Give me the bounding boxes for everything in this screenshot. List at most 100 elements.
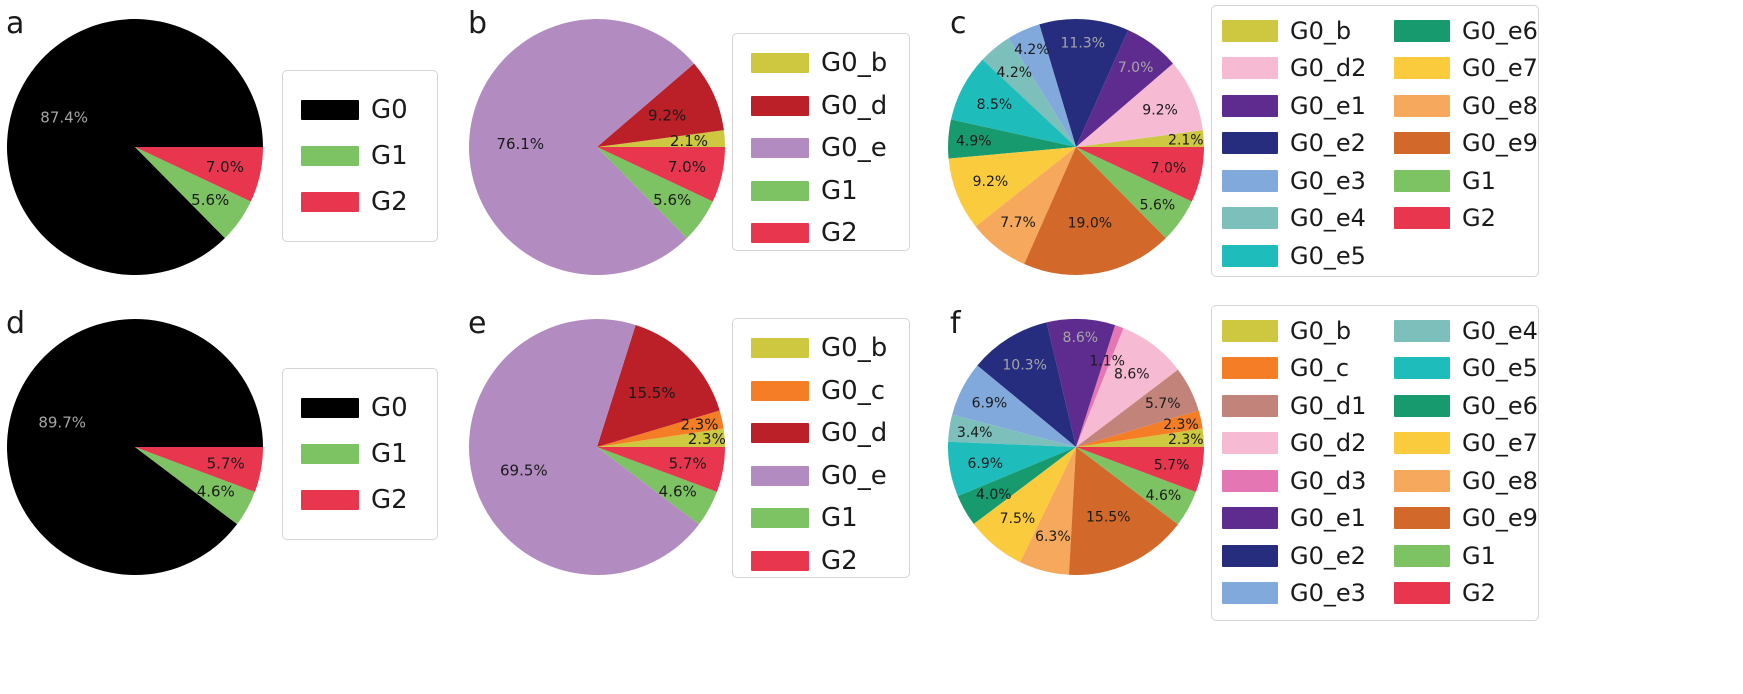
legend-item-g0-d1: G0_d1 — [1222, 387, 1366, 425]
legend-swatch — [1394, 169, 1450, 192]
legend-swatch — [1394, 432, 1450, 455]
pie-slice-g0-e4 — [982, 38, 1076, 148]
legend-label: G0_e9 — [1462, 129, 1538, 158]
pie-label-g0-e7: 7.5% — [1000, 511, 1036, 527]
legend-item-g1: G1 — [301, 133, 408, 179]
legend-label: G0_e4 — [1290, 204, 1366, 233]
pie-label-g0-e7: 9.2% — [973, 174, 1009, 190]
pie-slice-g2 — [597, 447, 725, 492]
pie-slice-g0-e5 — [951, 59, 1076, 147]
legend-swatch — [301, 100, 359, 120]
pie-slice-g2 — [1076, 147, 1204, 202]
legend-label: G0_b — [821, 48, 888, 79]
legend-d: G0 G1 G2 — [282, 368, 438, 540]
pie-label-g2: 5.7% — [669, 454, 707, 472]
legend-label: G1 — [821, 503, 858, 534]
legend-swatch — [751, 53, 809, 74]
pie-slice-g0-e2 — [1039, 18, 1129, 147]
legend-item-g0-e: G0_e — [751, 455, 887, 498]
legend-item-g0-b: G0_b — [751, 327, 887, 370]
panel-letter-a: a — [6, 6, 25, 41]
legend-swatch — [751, 380, 809, 401]
pie-slice-g0-b — [597, 130, 725, 147]
pie-label-g1: 5.6% — [653, 191, 691, 209]
pie-label-g0-e3: 4.2% — [1014, 42, 1050, 58]
legend-swatch — [1222, 544, 1278, 567]
legend-label: G0_e — [821, 460, 887, 491]
legend-item-g0-e8: G0_e8 — [1394, 87, 1538, 125]
legend-label: G0_e6 — [1462, 16, 1538, 45]
legend-column: G0 G1 G2 — [301, 385, 408, 523]
pie-slice-g0-e1 — [1076, 30, 1174, 148]
legend-swatch — [751, 338, 809, 359]
pie-slice-g0-e — [469, 319, 700, 575]
pie-label-g0-d2: 9.2% — [1142, 102, 1178, 118]
legend-swatch — [1394, 394, 1450, 417]
legend-column: G0_e4 G0_e5 G0_e6 G0_e7 G0_e8 G0_e9 G1 G2 — [1394, 312, 1538, 612]
legend-swatch — [1394, 507, 1450, 530]
pie-label-g0-b: 2.3% — [688, 430, 726, 448]
pie-label-g1: 4.6% — [197, 482, 235, 500]
pie-label-g0-e4: 4.2% — [997, 65, 1033, 81]
legend-item-g2: G2 — [1394, 575, 1538, 613]
pie-slice-g0-e5 — [948, 441, 1076, 497]
pie-slice-g0-e3 — [952, 365, 1076, 447]
legend-item-g2: G2 — [301, 477, 408, 523]
legend-label: G2 — [371, 187, 408, 217]
pie-slice-g0-e — [469, 19, 695, 275]
legend-column: G0 G1 G2 — [301, 87, 408, 225]
legend-swatch — [1394, 357, 1450, 380]
pie-label-g2: 7.0% — [1151, 161, 1187, 177]
pie-label-g1: 4.6% — [1146, 488, 1182, 504]
pie-label-g0: 89.7% — [38, 414, 86, 432]
pie-slice-g0-d — [597, 63, 724, 147]
legend-column: G0_b G0_d2 G0_e1 G0_e2 G0_e3 G0_e4 G0_e5 — [1222, 12, 1366, 275]
legend-label: G0_d — [821, 90, 888, 121]
legend-item-g0-e3: G0_e3 — [1222, 575, 1366, 613]
legend-column: G0_e6 G0_e7 G0_e8 G0_e9 G1 G2 — [1394, 12, 1538, 237]
legend-item-g1: G1 — [1394, 537, 1538, 575]
legend-label: G0_e7 — [1462, 429, 1538, 458]
legend-item-g0-e1: G0_e1 — [1222, 500, 1366, 538]
legend-label: G0_b — [821, 333, 888, 364]
legend-column: G0_b G0_c G0_d1 G0_d2 G0_d3 G0_e1 G0_e2 G0_e3 — [1222, 312, 1366, 612]
pie-chart-e: 2.3%2.3%15.5%69.5%4.6%5.7% — [469, 319, 726, 575]
legend-swatch — [1222, 319, 1278, 342]
legend-a: G0 G1 G2 — [282, 70, 438, 242]
legend-b: G0_b G0_d G0_e G1 G2 — [732, 33, 910, 251]
pie-slice-g2 — [135, 147, 263, 202]
pie-label-g0-e3: 6.9% — [972, 396, 1008, 412]
pie-slice-g0-b — [597, 428, 725, 447]
legend-label: G2 — [1462, 579, 1496, 608]
legend-item-g0-d2: G0_d2 — [1222, 425, 1366, 463]
legend-item-g0: G0 — [301, 87, 408, 133]
pie-slice-g1 — [135, 447, 255, 525]
pie-slice-g0-d1 — [1076, 369, 1199, 447]
legend-swatch — [751, 138, 809, 159]
legend-label: G2 — [1462, 204, 1496, 233]
pie-chart-a: 87.4% 5.6% 7.0% — [6, 18, 263, 275]
legend-label: G2 — [371, 485, 408, 515]
legend-label: G0_e8 — [1462, 91, 1538, 120]
pie-slice-g0-c — [597, 410, 724, 447]
legend-item-g1: G1 — [301, 431, 408, 477]
pie-label-g2: 7.0% — [668, 158, 706, 176]
legend-label: G2 — [821, 545, 858, 576]
pie-label-g0-e: 76.1% — [496, 135, 544, 153]
legend-item-g0-e4: G0_e4 — [1222, 200, 1366, 238]
legend-item-g0-e6: G0_e6 — [1394, 387, 1538, 425]
legend-item-g0-e1: G0_e1 — [1222, 87, 1366, 125]
legend-label: G0_c — [821, 375, 885, 406]
legend-label: G0_e1 — [1290, 91, 1366, 120]
legend-item-g0-e7: G0_e7 — [1394, 425, 1538, 463]
legend-label: G0_c — [1290, 354, 1350, 383]
legend-label: G0 — [371, 95, 408, 125]
legend-swatch — [1394, 544, 1450, 567]
legend-label: G0_e7 — [1462, 54, 1538, 83]
legend-swatch — [1222, 94, 1278, 117]
legend-label: G1 — [821, 175, 858, 206]
legend-item-g0-e: G0_e — [751, 127, 887, 170]
legend-item-g0-e8: G0_e8 — [1394, 462, 1538, 500]
pie-slice-g0-d2 — [1076, 63, 1203, 147]
legend-label: G0_e8 — [1462, 466, 1538, 495]
